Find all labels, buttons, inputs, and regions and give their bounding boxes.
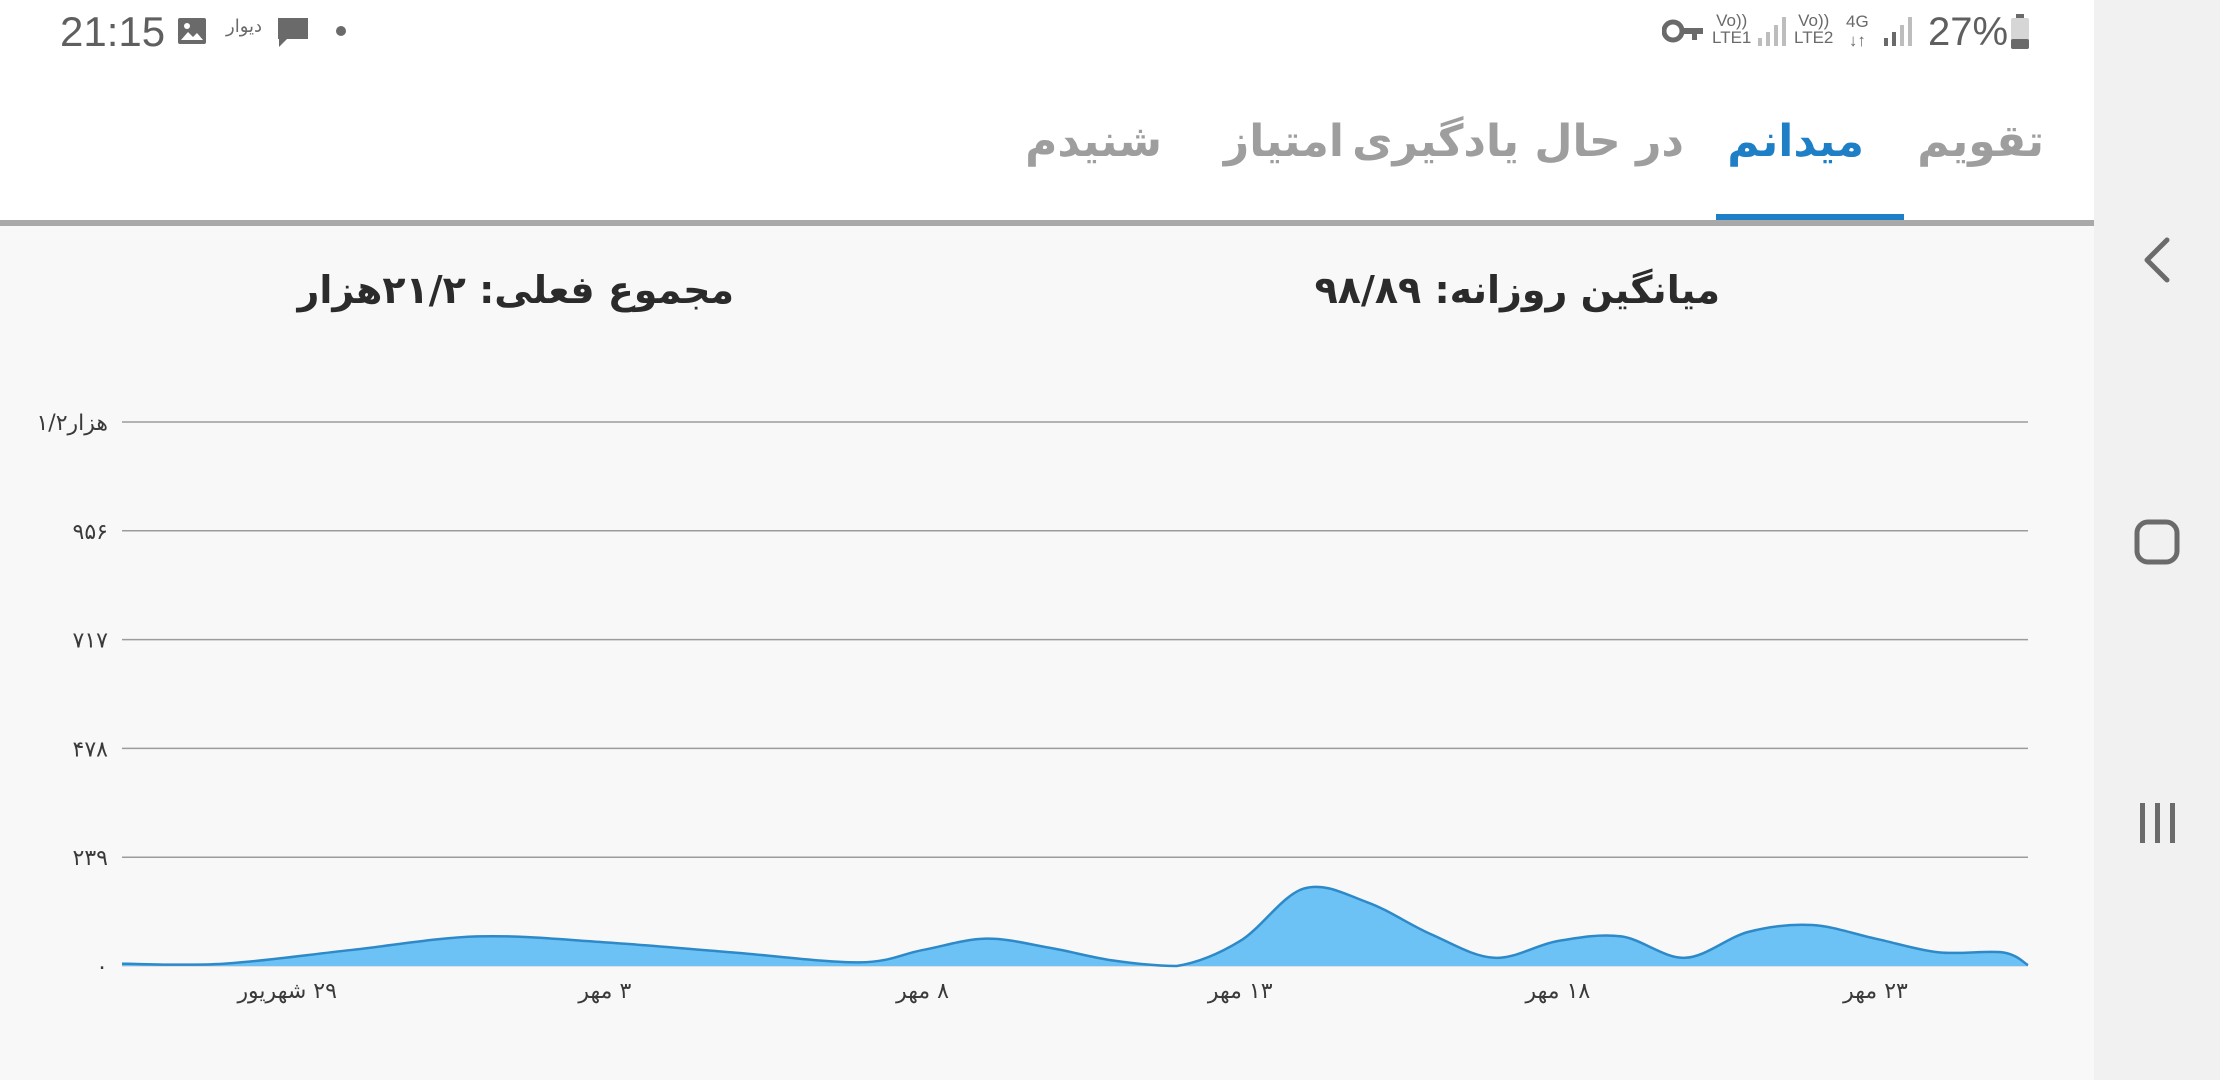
tab-calendar[interactable]: تقویم — [1917, 116, 2044, 167]
y-tick-label: ۱/۲هزار — [36, 411, 108, 436]
x-tick-label: ۲۳ مهر — [1842, 979, 1908, 1004]
y-tick-label: ۴۷۸ — [73, 737, 109, 762]
chat-bubble-icon — [274, 14, 312, 50]
sim1-label: Vo)) LTE1 — [1712, 11, 1752, 47]
network-4g-label: 4G ↓↑ — [1846, 12, 1869, 50]
status-bar: 21:15 دیوار Vo)) LTE1 Vo)) LTE2 4G ↓↑ 27% — [0, 0, 2094, 66]
network-type: 4G — [1846, 12, 1869, 31]
divar-app-label: دیوار — [226, 16, 263, 37]
x-tick-label: ۳ مهر — [577, 979, 631, 1004]
sim2-label: Vo)) LTE2 — [1794, 11, 1834, 47]
recents-icon[interactable] — [2127, 793, 2187, 853]
area-line — [121, 885, 2029, 968]
navigation-bar — [2094, 0, 2220, 1080]
battery-icon — [2010, 14, 2030, 50]
vpn-key-icon — [1662, 16, 1704, 46]
tab-heard[interactable]: شنیدم — [1025, 116, 1162, 167]
dot-icon — [336, 26, 346, 36]
tab-bar-divider — [0, 220, 2094, 226]
active-tab-indicator — [1716, 214, 1904, 220]
signal-icon — [1882, 14, 1916, 48]
x-tick-label: ۸ مهر — [895, 979, 949, 1004]
tab-score[interactable]: امتیاز — [1223, 116, 1344, 167]
y-tick-label: ۰ — [96, 955, 108, 980]
signal-icon — [1756, 14, 1790, 48]
clock: 21:15 — [60, 8, 166, 55]
y-tick-label: ۹۵۶ — [73, 520, 108, 545]
back-icon[interactable] — [2127, 230, 2187, 290]
tab-bar: تقویم میدانم در حال یادگیری امتیاز شنیدم — [0, 66, 2094, 220]
x-tick-label: ۲۹ شهریور — [236, 979, 336, 1004]
current-total: مجموع فعلی: ۲۱/۲هزار — [297, 268, 734, 312]
battery-percentage: 27% — [1928, 10, 2009, 54]
home-icon[interactable] — [2127, 512, 2187, 572]
area-chart: ۰ ۲۳۹ ۴۷۸ ۷۱۷ ۹۵۶ ۱/۲هزار ۲۹ شهریور ۳ مهر ۸ مهر ۱… — [36, 411, 2029, 1004]
tab-i-know[interactable]: میدانم — [1727, 116, 1864, 167]
area-fill — [122, 886, 2028, 966]
daily-average: میانگین روزانه: ۹۸/۸۹ — [1314, 268, 1720, 312]
x-tick-label: ۱۳ مهر — [1207, 979, 1273, 1004]
y-tick-label: ۷۱۷ — [73, 629, 109, 654]
image-icon — [176, 15, 208, 47]
x-tick-label: ۱۸ مهر — [1525, 979, 1591, 1004]
y-tick-label: ۲۳۹ — [73, 846, 108, 871]
tab-learning[interactable]: در حال یادگیری — [1352, 116, 1684, 167]
